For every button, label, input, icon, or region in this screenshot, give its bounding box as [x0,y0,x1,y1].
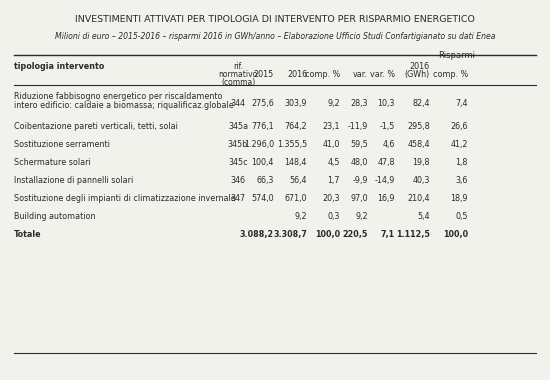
Text: tipologia intervento: tipologia intervento [14,62,104,71]
Text: 671,0: 671,0 [284,194,307,203]
Text: 3.088,2: 3.088,2 [240,230,274,239]
Text: Building automation: Building automation [14,212,96,221]
Text: 210,4: 210,4 [408,194,430,203]
Text: 2015: 2015 [254,70,274,79]
Text: 5,4: 5,4 [417,212,430,221]
Text: 3,6: 3,6 [455,176,468,185]
Text: 1,8: 1,8 [455,158,468,167]
Text: 9,2: 9,2 [355,212,368,221]
Text: 2016: 2016 [287,70,307,79]
Text: -9,9: -9,9 [353,176,368,185]
Text: Sostituzione serramenti: Sostituzione serramenti [14,140,110,149]
Text: 100,4: 100,4 [252,158,274,167]
Text: Installazione di pannelli solari: Installazione di pannelli solari [14,176,133,185]
Text: 4,5: 4,5 [327,158,340,167]
Text: 97,0: 97,0 [350,194,368,203]
Text: 40,3: 40,3 [412,176,430,185]
Text: 20,3: 20,3 [322,194,340,203]
Text: 345c: 345c [228,158,248,167]
Text: -14,9: -14,9 [375,176,395,185]
Text: -1,5: -1,5 [379,122,395,131]
Text: 764,2: 764,2 [284,122,307,131]
Text: comp. %: comp. % [433,70,468,79]
Text: 41,0: 41,0 [323,140,340,149]
Text: Risparmi: Risparmi [438,51,476,60]
Text: 23,1: 23,1 [322,122,340,131]
Text: 1,7: 1,7 [327,176,340,185]
Text: rif.: rif. [233,62,243,71]
Text: 347: 347 [230,194,245,203]
Text: Schermature solari: Schermature solari [14,158,91,167]
Text: var.: var. [353,70,368,79]
Text: (GWh): (GWh) [405,70,430,79]
Text: 18,9: 18,9 [450,194,468,203]
Text: 28,3: 28,3 [350,99,368,108]
Text: 295,8: 295,8 [407,122,430,131]
Text: comp. %: comp. % [305,70,340,79]
Text: 47,8: 47,8 [377,158,395,167]
Text: 275,6: 275,6 [251,99,274,108]
Text: 0,3: 0,3 [328,212,340,221]
Text: 26,6: 26,6 [450,122,468,131]
Text: 345a: 345a [228,122,248,131]
Text: var. %: var. % [370,70,395,79]
Text: 3.308,7: 3.308,7 [273,230,307,239]
Text: 1.355,5: 1.355,5 [277,140,307,149]
Text: 100,0: 100,0 [443,230,468,239]
Text: Milioni di euro – 2015-2016 – risparmi 2016 in GWh/anno – Elaborazione Ufficio S: Milioni di euro – 2015-2016 – risparmi 2… [55,32,495,41]
Text: 7,1: 7,1 [381,230,395,239]
Text: 4,6: 4,6 [383,140,395,149]
Text: 345b: 345b [228,140,248,149]
Text: 346: 346 [230,176,245,185]
Text: 0,5: 0,5 [455,212,468,221]
Text: 10,3: 10,3 [378,99,395,108]
Text: 9,2: 9,2 [294,212,307,221]
Text: 41,2: 41,2 [450,140,468,149]
Text: 303,9: 303,9 [284,99,307,108]
Text: -11,9: -11,9 [348,122,368,131]
Text: 7,4: 7,4 [455,99,468,108]
Text: 1.296,0: 1.296,0 [244,140,274,149]
Text: 9,2: 9,2 [327,99,340,108]
Text: 1.112,5: 1.112,5 [396,230,430,239]
Text: 148,4: 148,4 [285,158,307,167]
Text: 59,5: 59,5 [350,140,368,149]
Text: 344: 344 [230,99,245,108]
Text: 574,0: 574,0 [251,194,274,203]
Text: 19,8: 19,8 [412,158,430,167]
Text: INVESTIMENTI ATTIVATI PER TIPOLOGIA DI INTERVENTO PER RISPARMIO ENERGETICO: INVESTIMENTI ATTIVATI PER TIPOLOGIA DI I… [75,15,475,24]
Text: normativo: normativo [218,70,257,79]
Text: Coibentazione pareti verticali, tetti, solai: Coibentazione pareti verticali, tetti, s… [14,122,178,131]
Text: 458,4: 458,4 [408,140,430,149]
Text: intero edificio: caldaie a biomassa; riqualificaz.globale: intero edificio: caldaie a biomassa; riq… [14,101,234,110]
Text: 220,5: 220,5 [343,230,368,239]
Text: Sostituzione degli impianti di climatizzazione invernale: Sostituzione degli impianti di climatizz… [14,194,236,203]
Text: 100,0: 100,0 [315,230,340,239]
Text: 82,4: 82,4 [412,99,430,108]
Text: (comma): (comma) [221,78,255,87]
Text: Totale: Totale [14,230,42,239]
Text: 2016: 2016 [410,62,430,71]
Text: 48,0: 48,0 [351,158,368,167]
Text: 66,3: 66,3 [257,176,274,185]
Text: 56,4: 56,4 [289,176,307,185]
Text: 16,9: 16,9 [377,194,395,203]
Text: Riduzione fabbisogno energetico per riscaldamento: Riduzione fabbisogno energetico per risc… [14,92,223,101]
Text: 776,1: 776,1 [251,122,274,131]
